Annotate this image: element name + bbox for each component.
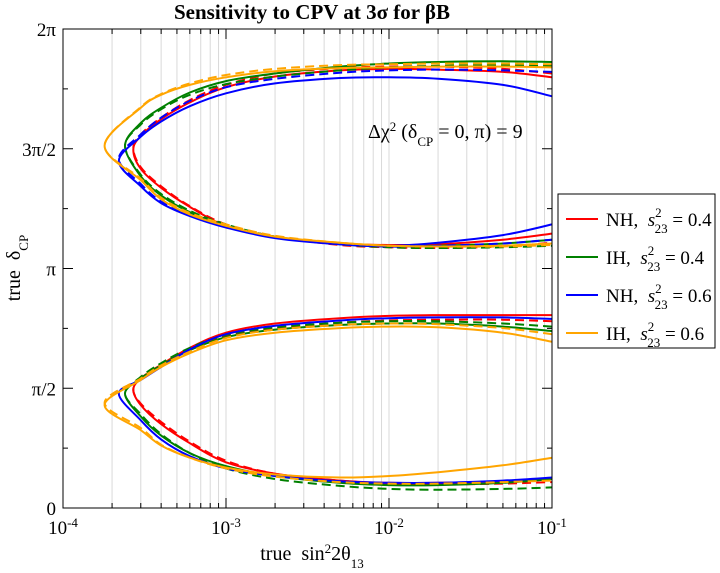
series-line-6: [103, 65, 553, 248]
x-tick-label: 10-3: [211, 515, 241, 540]
y-tick-label: π: [46, 260, 56, 281]
legend-label: IH, s2 23 = 0.4: [606, 243, 705, 274]
x-axis-label: true sin22θ13: [260, 541, 364, 571]
series-line-7: [103, 62, 553, 248]
y-tick-label: π/2: [32, 379, 56, 400]
x-tick-labels: 10-4 10-3 10-2 10-1: [48, 515, 567, 540]
legend: NH, s2 23 = 0.4 IH, s2 23 = 0.4 NH, s2 23 = 0…: [557, 193, 716, 350]
y-tick-label: 3π/2: [22, 140, 56, 161]
y-tick-label: 2π: [37, 20, 57, 41]
y-axis-label: true δCP: [3, 235, 31, 301]
legend-label: NH, s2 23 = 0.4: [606, 205, 712, 236]
grid: [111, 29, 546, 508]
series-line-14: [103, 322, 553, 485]
series-line-11: [123, 319, 553, 491]
series-line-13: [103, 325, 553, 479]
series-line-1: [132, 65, 553, 250]
chart-title: Sensitivity to CPV at 3σ for βB: [174, 0, 450, 24]
legend-label: NH, s2 23 = 0.6: [606, 281, 712, 312]
y-tick-labels: 0 π/2 π 3π/2 2π: [22, 20, 56, 520]
x-tick-label: 10-4: [48, 515, 78, 540]
legend-label: IH, s2 23 = 0.6: [606, 319, 704, 350]
plot-frame: [62, 28, 553, 509]
series-line-2: [123, 60, 553, 248]
series-layer: [103, 60, 553, 491]
x-tick-label: 10-2: [374, 515, 404, 540]
annotation: Δχ2 (δCP = 0, π) = 9: [368, 119, 523, 149]
ticks: [62, 28, 552, 509]
series-line-5: [117, 68, 553, 248]
y-tick-label: 0: [47, 499, 57, 520]
x-tick-label: 10-1: [537, 515, 567, 540]
